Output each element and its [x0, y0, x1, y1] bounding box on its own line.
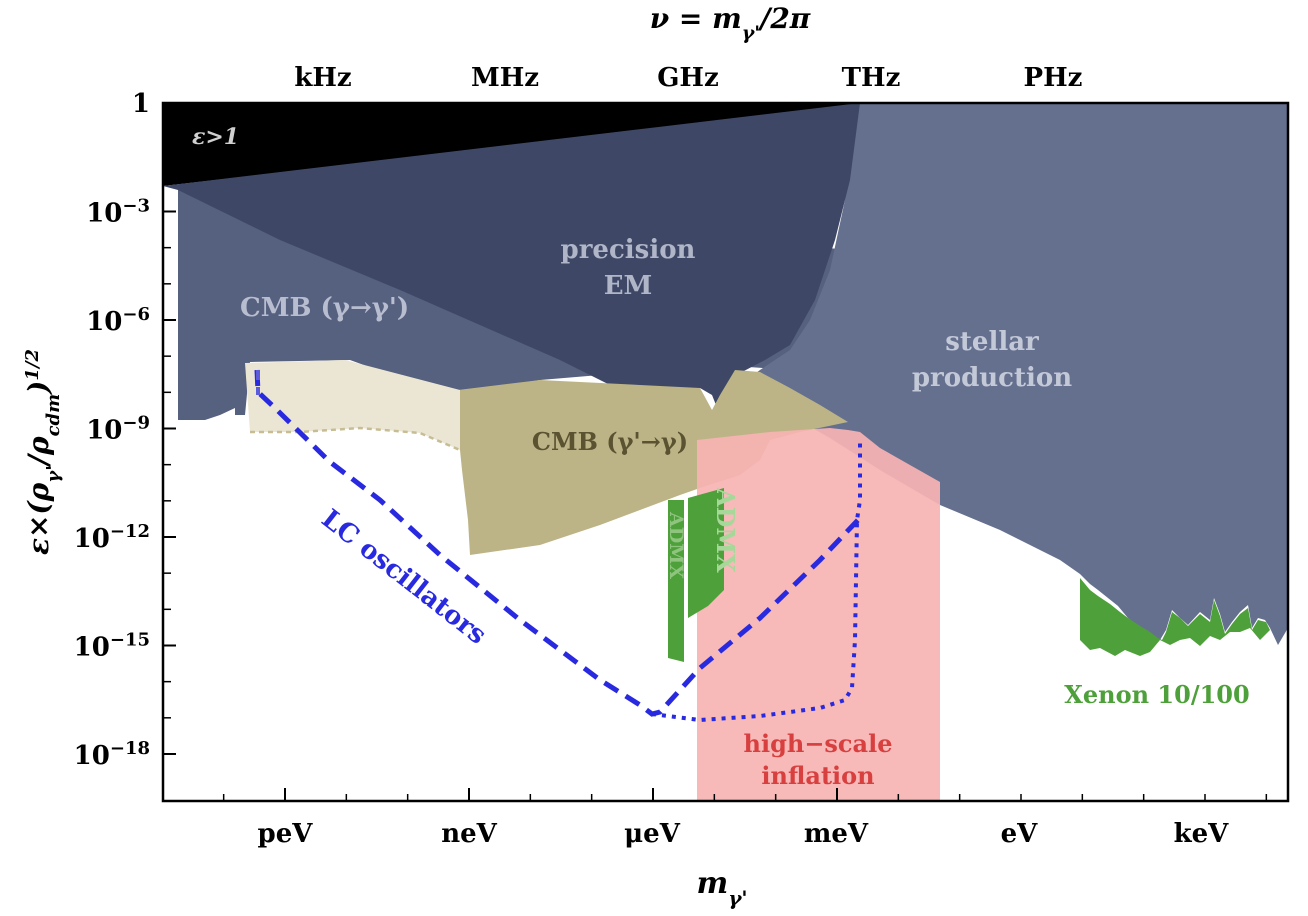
- x-tick-label: μeV: [624, 819, 681, 849]
- region-admx-1: [668, 500, 684, 662]
- top-tick-label: kHz: [294, 63, 351, 93]
- region-cmb-darkphoton-to-gamma: [458, 370, 848, 555]
- x-tick-label: peV: [258, 819, 314, 849]
- y-tick-label: 10−12: [74, 520, 150, 554]
- region-high-scale-inflation: [697, 428, 940, 801]
- label-cmb1: CMB (γ→γ'): [240, 293, 409, 323]
- top-axis-title: ν = mγ'/2π: [650, 2, 811, 44]
- y-tick-label: 10−18: [74, 737, 150, 771]
- top-tick-label: MHz: [471, 63, 539, 93]
- label-inflation-1: high−scale: [744, 729, 893, 758]
- label-stellar-2: production: [912, 363, 1072, 393]
- label-cmb2: CMB (γ'→γ): [532, 427, 688, 456]
- top-tick-label: GHz: [657, 63, 719, 93]
- y-tick-label: 10−6: [86, 303, 150, 337]
- x-tick-label: neV: [441, 819, 497, 849]
- label-inflation-2: inflation: [761, 761, 874, 790]
- label-eps: ε>1: [192, 124, 239, 150]
- x-ticks: peV neV μeV meV eV keV: [222, 788, 1268, 849]
- region-cmb-light: [245, 360, 460, 450]
- lc-oscillators-dashed: [254, 369, 860, 717]
- y-ticks: 1 10−3 10−6 10−9 10−12 10−15 10−18: [74, 89, 176, 771]
- x-tick-label: eV: [1001, 819, 1039, 849]
- cmb-light-boundary: [250, 426, 461, 452]
- label-precision-1: precision: [561, 235, 696, 265]
- region-xenon: [1080, 578, 1270, 656]
- y-tick-label: 1: [132, 89, 150, 119]
- label-precision-2: EM: [604, 271, 653, 301]
- region-admx-2: [688, 488, 724, 618]
- top-tick-label: THz: [842, 63, 901, 93]
- plot-area: [163, 103, 1288, 801]
- plot-frame: [161, 101, 1290, 803]
- x-tick-label: meV: [804, 819, 869, 849]
- x-axis-title: mγ': [696, 866, 747, 910]
- y-axis-title: ε×(ργ'/ρcdm)1/2: [22, 349, 64, 555]
- region-stellar-production: [740, 103, 1288, 645]
- x-tick-label: keV: [1174, 819, 1230, 849]
- y-tick-label: 10−3: [86, 195, 150, 229]
- y-tick-label: 10−9: [86, 412, 150, 446]
- top-tick-label: PHz: [1024, 63, 1083, 93]
- top-tick-labels: kHz MHz GHz THz PHz: [294, 63, 1082, 93]
- label-stellar-1: stellar: [945, 327, 1039, 357]
- label-admx-2: ADMX: [711, 487, 740, 573]
- label-xenon: Xenon 10/100: [1064, 680, 1249, 709]
- label-admx-1: ADMX: [665, 511, 687, 579]
- y-tick-label: 10−15: [74, 629, 150, 663]
- region-precision-em: [163, 103, 860, 410]
